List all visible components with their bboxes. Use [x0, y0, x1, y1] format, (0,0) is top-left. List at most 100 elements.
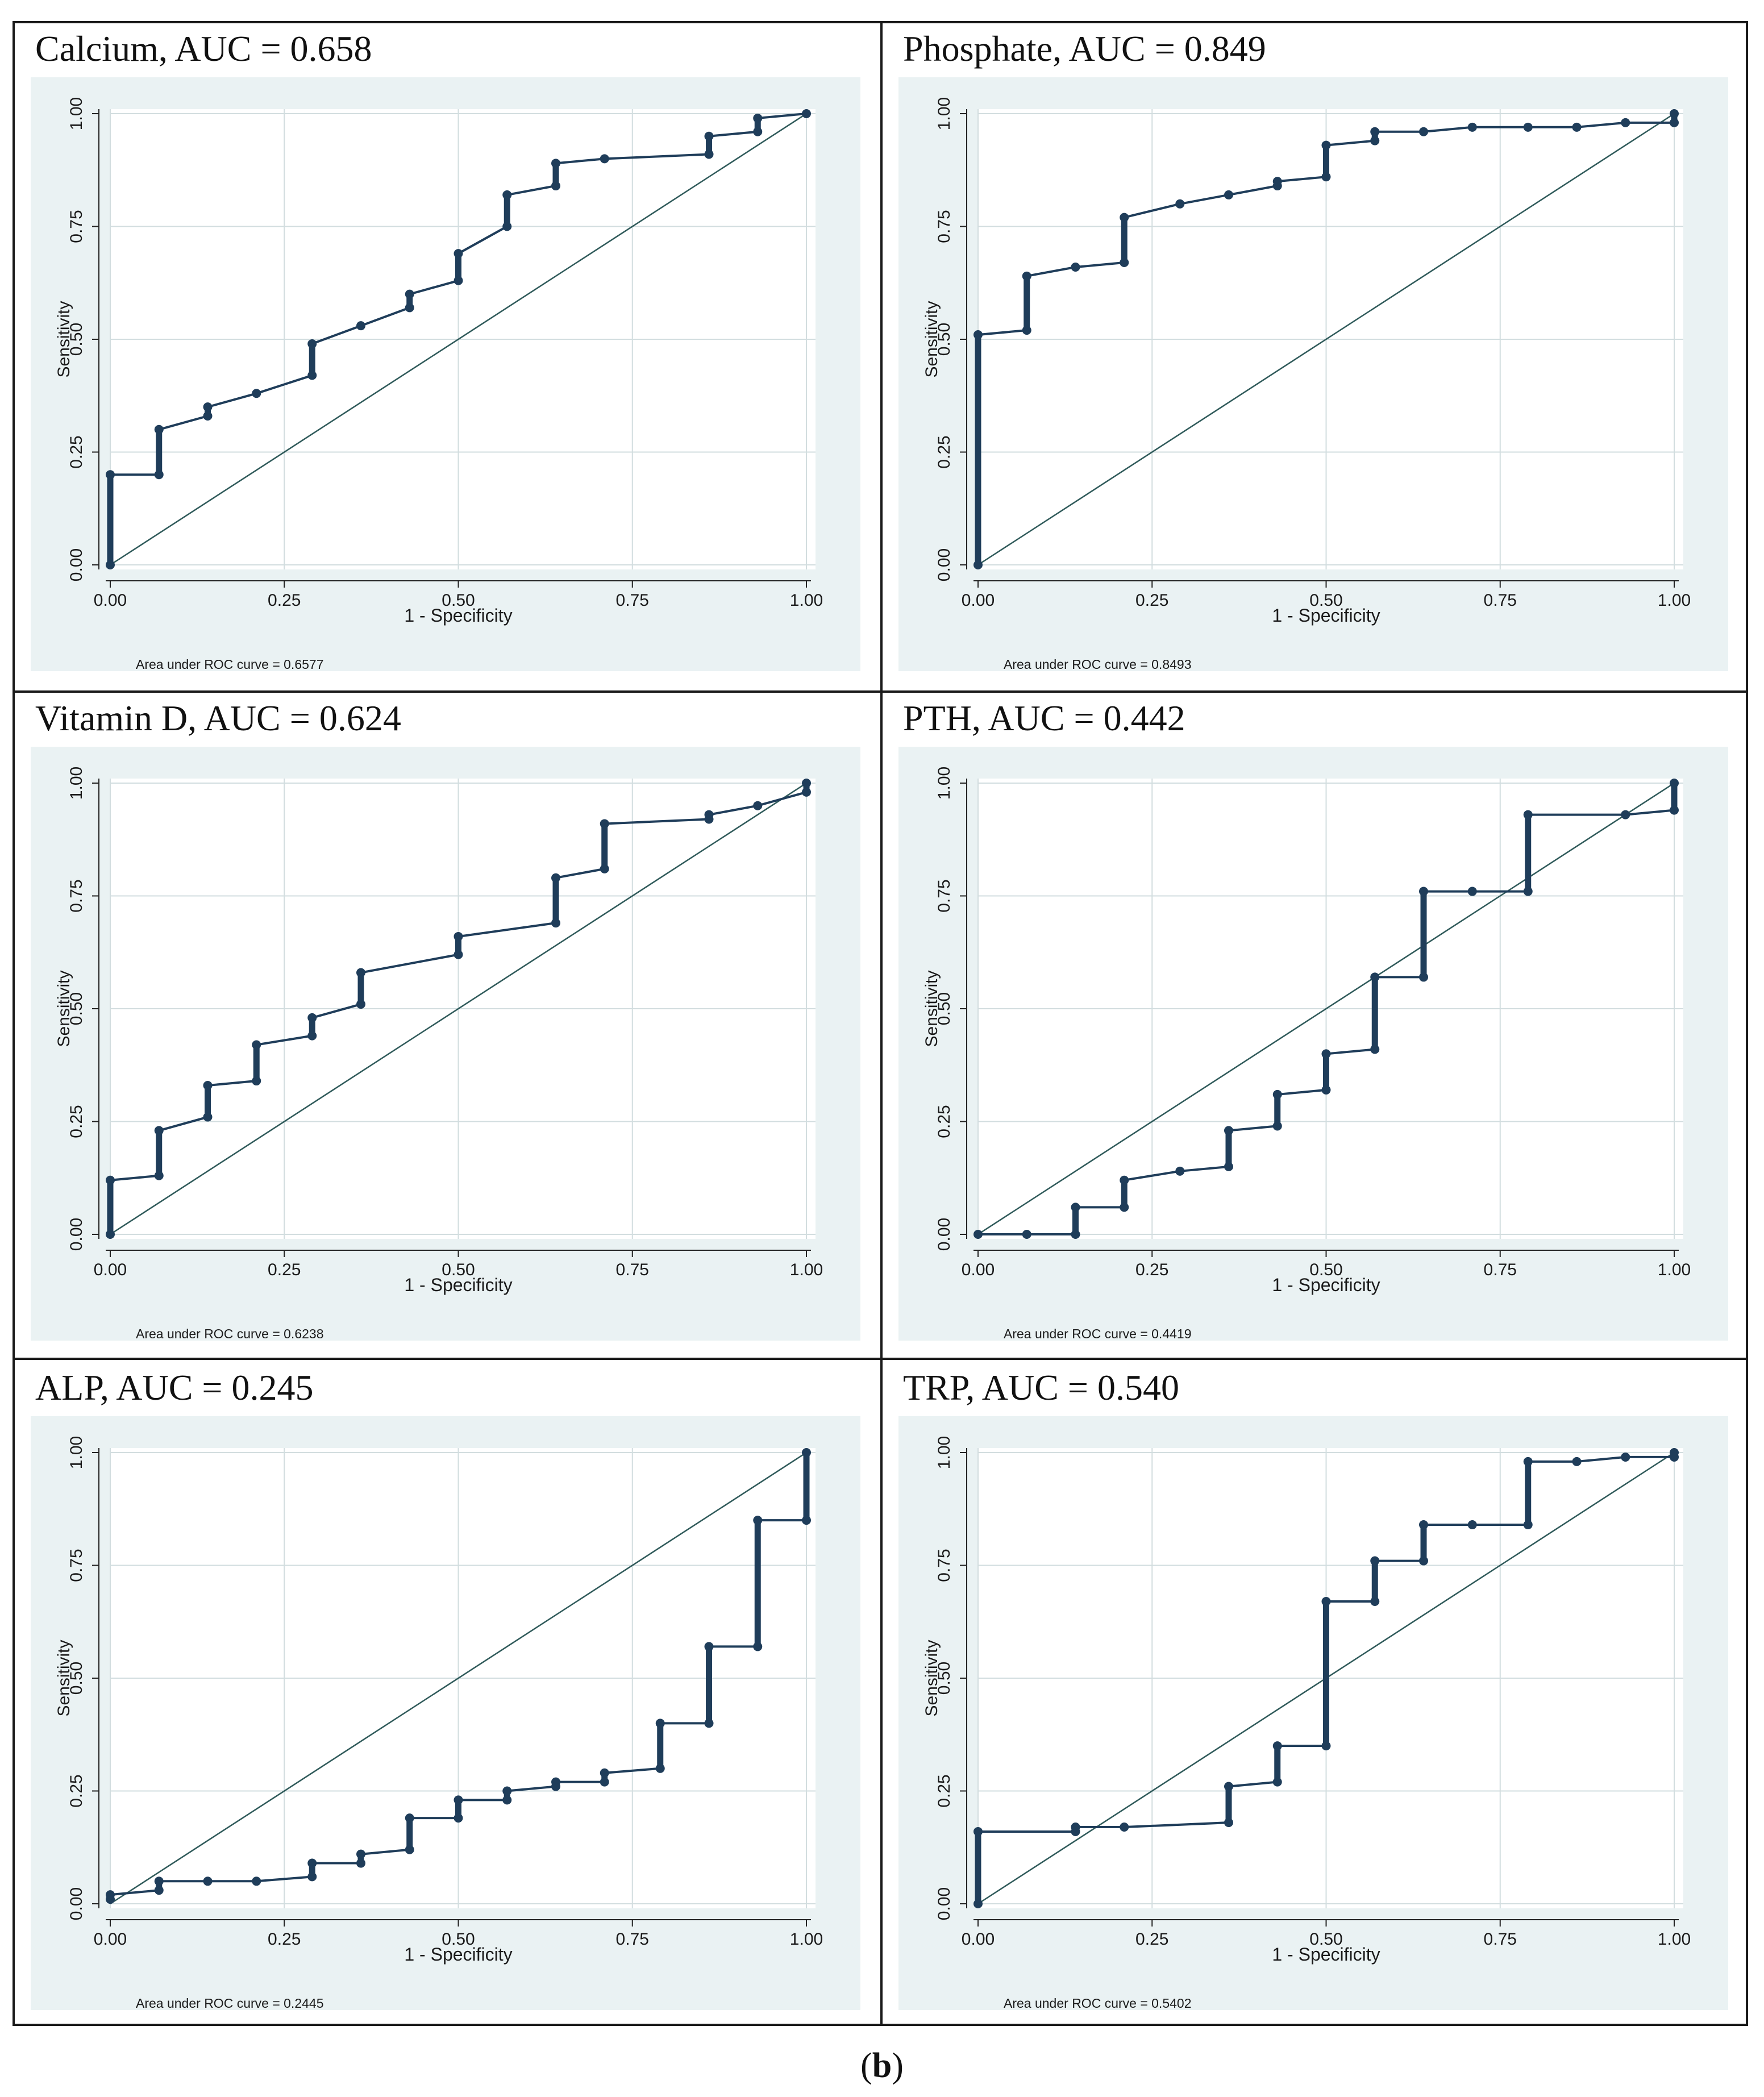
- roc-point: [753, 801, 763, 810]
- auc-note: Area under ROC curve = 0.5402: [1004, 1996, 1192, 2011]
- roc-point: [106, 1890, 115, 1900]
- y-tick-label: 0.50: [67, 323, 86, 356]
- roc-point: [1670, 779, 1679, 788]
- roc-point: [1120, 1203, 1129, 1212]
- roc-point: [1120, 258, 1129, 268]
- roc-point: [356, 1858, 365, 1868]
- y-tick-label: 0.25: [67, 1774, 86, 1807]
- roc-point: [1370, 1556, 1380, 1566]
- roc-plot: 0.00 0.00 0.25 0.25 0.50 0.50 0.75 0.75 1.00 1.00…: [922, 767, 1691, 1295]
- roc-point: [454, 1813, 463, 1823]
- roc-point: [655, 1763, 665, 1773]
- roc-point: [1272, 1089, 1282, 1099]
- roc-point: [1224, 1126, 1233, 1135]
- roc-point: [1022, 271, 1031, 281]
- roc-point: [307, 1872, 317, 1882]
- roc-point: [106, 1175, 115, 1185]
- x-tick-label: 0.00: [94, 591, 127, 610]
- roc-point: [1419, 127, 1428, 136]
- roc-plot: 0.00 0.00 0.25 0.25 0.50 0.50 0.75 0.75 1.00 1.00…: [922, 97, 1691, 626]
- panel-title: Vitamin D, AUC = 0.624: [35, 698, 401, 738]
- roc-curve: [977, 114, 1675, 565]
- x-tick-label: 0.00: [94, 1260, 127, 1279]
- x-tick-label: 0.00: [962, 1930, 995, 1949]
- x-tick-label: 0.50: [442, 1930, 475, 1949]
- roc-point: [307, 1031, 317, 1041]
- roc-point: [154, 470, 164, 480]
- plot-region: 0.00 0.00 0.25 0.25 0.50 0.50 0.75 0.75 1.00 1.00…: [898, 77, 1728, 672]
- y-tick-label: 0.00: [935, 548, 954, 581]
- roc-point: [1621, 118, 1630, 127]
- roc-point: [154, 1886, 164, 1895]
- y-tick-label: 0.25: [935, 435, 954, 468]
- y-tick-label: 0.50: [935, 323, 954, 356]
- y-tick-label: 1.00: [67, 1436, 86, 1469]
- x-axis-title: 1 - Specificity: [1272, 1275, 1380, 1295]
- roc-point: [600, 819, 609, 829]
- y-axis-title: Sensitivity: [922, 1640, 941, 1716]
- roc-point: [704, 149, 714, 159]
- y-tick-label: 0.00: [935, 1218, 954, 1251]
- roc-point: [973, 560, 983, 569]
- roc-point: [1419, 1556, 1428, 1566]
- y-axis-title: Sensitivity: [55, 1640, 73, 1716]
- roc-point: [405, 1813, 414, 1823]
- y-tick-label: 0.75: [67, 210, 86, 243]
- roc-point: [1224, 190, 1233, 199]
- roc-point: [1621, 810, 1630, 819]
- auc-note: Area under ROC curve = 0.4419: [1004, 1326, 1192, 1341]
- roc-point: [502, 1786, 512, 1796]
- roc-point: [1523, 810, 1533, 819]
- x-tick-label: 0.75: [616, 591, 649, 610]
- panel-title: ALP, AUC = 0.245: [35, 1367, 314, 1408]
- roc-point: [1523, 1520, 1533, 1530]
- roc-point: [356, 321, 365, 331]
- roc-point: [600, 1777, 609, 1787]
- x-tick-label: 0.50: [442, 591, 475, 610]
- x-tick-label: 0.50: [1309, 1930, 1342, 1949]
- roc-point: [655, 1719, 665, 1728]
- auc-note: Area under ROC curve = 0.8493: [1004, 657, 1192, 672]
- roc-point: [252, 389, 261, 398]
- roc-point: [802, 109, 811, 118]
- roc-point: [1071, 1203, 1080, 1212]
- roc-point: [252, 1076, 261, 1086]
- roc-point: [600, 864, 609, 873]
- roc-point: [405, 289, 414, 299]
- roc-point: [753, 1516, 763, 1525]
- y-tick-label: 0.25: [935, 1105, 954, 1138]
- roc-point: [307, 339, 317, 348]
- roc-point: [551, 159, 560, 168]
- roc-point: [106, 470, 115, 480]
- y-tick-label: 0.25: [935, 1774, 954, 1807]
- auc-note: Area under ROC curve = 0.6577: [136, 657, 324, 672]
- x-tick-label: 0.25: [268, 1260, 301, 1279]
- x-axis-title: 1 - Specificity: [404, 1944, 512, 1965]
- roc-plot: 0.00 0.00 0.25 0.25 0.50 0.50 0.75 0.75 1.00 1.00…: [55, 1436, 823, 1965]
- roc-point: [1224, 1818, 1233, 1828]
- y-tick-label: 1.00: [935, 767, 954, 800]
- y-tick-label: 0.50: [935, 1662, 954, 1695]
- plot-region: 0.00 0.00 0.25 0.25 0.50 0.50 0.75 0.75 1.00 1.00…: [898, 1416, 1728, 2011]
- x-tick-label: 1.00: [790, 1260, 823, 1279]
- reference-diagonal: [977, 782, 1675, 1235]
- roc-point: [1175, 1166, 1185, 1176]
- roc-point: [551, 1777, 560, 1787]
- roc-point: [600, 1768, 609, 1778]
- roc-point: [1419, 887, 1428, 896]
- roc-point: [203, 402, 213, 412]
- roc-point: [704, 1642, 714, 1651]
- roc-point: [1120, 1175, 1129, 1185]
- y-axis-title: Sensitivity: [55, 301, 73, 377]
- y-axis-title: Sensitivity: [55, 970, 73, 1047]
- roc-point: [802, 1516, 811, 1525]
- panel-title: TRP, AUC = 0.540: [903, 1367, 1179, 1408]
- panel-5: TRP, AUC = 0.540 0.00 0.00 0.25 0.25 0.50 0.50…: [883, 1362, 1748, 2029]
- figure-caption: (b): [860, 2046, 904, 2085]
- divider-horizontal: [15, 1358, 1746, 1360]
- panel-title: PTH, AUC = 0.442: [903, 698, 1185, 738]
- roc-point: [1419, 1520, 1428, 1530]
- figure-label: b: [872, 2046, 892, 2085]
- roc-point: [1272, 1121, 1282, 1131]
- y-axis-title: Sensitivity: [922, 970, 941, 1047]
